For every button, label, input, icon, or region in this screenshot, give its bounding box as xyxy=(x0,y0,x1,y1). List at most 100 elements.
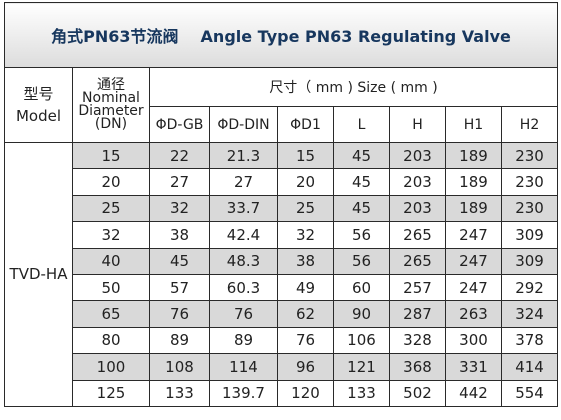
header-size: 尺寸（ mm ) Size ( mm ) xyxy=(148,67,559,107)
table-row: 50 57 60.3 49 60 257 247 292 xyxy=(5,273,559,302)
model-cell: TVD-HA xyxy=(4,142,73,407)
cell-od-din: 89 xyxy=(209,326,278,355)
header-col-od-gb: ΦD-GB xyxy=(149,106,210,143)
cell-od1: 38 xyxy=(277,247,334,275)
cell-h: 203 xyxy=(389,141,446,170)
cell-l: 106 xyxy=(333,326,390,355)
table-row: 25 32 33.7 25 45 203 189 230 xyxy=(5,194,559,223)
cell-h: 368 xyxy=(389,353,446,381)
cell-h: 265 xyxy=(389,247,446,275)
cell-od1: 120 xyxy=(277,379,334,407)
cell-h1: 189 xyxy=(445,168,502,196)
header-model-cn: 型号 xyxy=(23,85,54,103)
cell-h2: 230 xyxy=(500,168,559,196)
cell-dn: 80 xyxy=(72,326,150,355)
cell-h2: 324 xyxy=(500,300,559,328)
cell-dn: 100 xyxy=(72,353,150,381)
cell-dn: 125 xyxy=(72,379,150,407)
table-row: 80 89 89 76 106 328 300 378 xyxy=(5,326,559,355)
table-row: 40 45 48.3 38 56 265 247 309 xyxy=(5,247,559,275)
cell-h1: 331 xyxy=(445,353,502,381)
cell-l: 45 xyxy=(333,168,390,196)
cell-l: 133 xyxy=(333,379,390,407)
cell-od-gb: 89 xyxy=(149,326,210,355)
header-model: 型号 Model xyxy=(4,67,73,143)
header-col-od-din: ΦD-DIN xyxy=(209,106,278,143)
cell-dn: 40 xyxy=(72,247,150,275)
cell-od1: 15 xyxy=(277,141,334,170)
cell-l: 121 xyxy=(333,353,390,381)
cell-h2: 554 xyxy=(500,379,559,407)
cell-h1: 247 xyxy=(445,247,502,275)
header-col-h: H xyxy=(389,106,446,143)
cell-h1: 300 xyxy=(445,326,502,355)
table-row: 32 38 42.4 32 56 265 247 309 xyxy=(5,221,559,249)
cell-h2: 378 xyxy=(500,326,559,355)
cell-od1: 25 xyxy=(277,194,334,223)
cell-od1: 76 xyxy=(277,326,334,355)
cell-h: 328 xyxy=(389,326,446,355)
cell-od-din: 33.7 xyxy=(209,194,278,223)
cell-od-din: 76 xyxy=(209,300,278,328)
cell-od-din: 114 xyxy=(209,353,278,381)
spec-table-container: 角式PN63节流阀 Angle Type PN63 Regulating Valv… xyxy=(3,2,559,407)
cell-h2: 230 xyxy=(500,194,559,223)
header-model-en: Model xyxy=(15,107,62,125)
header-nominal-diameter: 通径 Nominal Diameter (DN) xyxy=(72,67,150,143)
cell-h: 257 xyxy=(389,273,446,302)
header-nominal-en-3: (DN) xyxy=(94,116,128,132)
cell-l: 56 xyxy=(333,247,390,275)
cell-od1: 62 xyxy=(277,300,334,328)
cell-dn: 25 xyxy=(72,194,150,223)
cell-od1: 32 xyxy=(277,221,334,249)
cell-h: 265 xyxy=(389,221,446,249)
cell-l: 60 xyxy=(333,273,390,302)
table-row: 125 133 139.7 120 133 502 442 554 xyxy=(5,379,559,407)
cell-h: 287 xyxy=(389,300,446,328)
cell-l: 45 xyxy=(333,141,390,170)
spec-table: 角式PN63节流阀 Angle Type PN63 Regulating Valv… xyxy=(3,2,559,407)
cell-od-gb: 108 xyxy=(149,353,210,381)
cell-l: 90 xyxy=(333,300,390,328)
header-col-l: L xyxy=(333,106,390,143)
cell-h2: 292 xyxy=(500,273,559,302)
cell-dn: 50 xyxy=(72,273,150,302)
header-col-h1: H1 xyxy=(445,106,502,143)
cell-h1: 247 xyxy=(445,221,502,249)
cell-od-gb: 45 xyxy=(149,247,210,275)
table-row: TVD-HA 15 22 21.3 15 45 203 189 230 xyxy=(4,141,559,407)
header-col-h2: H2 xyxy=(500,106,559,143)
table-row: 65 76 76 62 90 287 263 324 xyxy=(5,300,559,328)
cell-od-din: 60.3 xyxy=(209,273,278,302)
header-nominal-en-2: Diameter xyxy=(78,103,144,119)
cell-h1: 263 xyxy=(445,300,502,328)
cell-od-gb: 57 xyxy=(149,273,210,302)
cell-h1: 247 xyxy=(445,273,502,302)
cell-od-din: 139.7 xyxy=(209,379,278,407)
cell-h: 203 xyxy=(389,194,446,223)
cell-od1: 96 xyxy=(277,353,334,381)
cell-od-din: 27 xyxy=(209,168,278,196)
cell-od-gb: 27 xyxy=(149,168,210,196)
cell-od1: 49 xyxy=(277,273,334,302)
table-row: 100 108 114 96 121 368 331 414 xyxy=(5,353,559,381)
cell-h2: 309 xyxy=(500,247,559,275)
title-cn: 角式PN63节流阀 xyxy=(51,27,179,46)
cell-h1: 442 xyxy=(445,379,502,407)
cell-od-gb: 22 xyxy=(149,141,210,170)
cell-h2: 230 xyxy=(500,141,559,170)
cell-h2: 309 xyxy=(500,221,559,249)
cell-od-gb: 32 xyxy=(149,194,210,223)
table-title: 角式PN63节流阀 Angle Type PN63 Regulating Valv… xyxy=(3,2,559,68)
cell-dn: 20 xyxy=(72,168,150,196)
cell-h2: 414 xyxy=(500,353,559,381)
cell-od-din: 48.3 xyxy=(209,247,278,275)
header-nominal-en-1: Nominal xyxy=(82,90,140,106)
header-nominal-cn: 通径 xyxy=(97,77,125,93)
cell-h1: 189 xyxy=(445,194,502,223)
cell-dn: 15 xyxy=(72,141,150,170)
table-row: 20 27 27 20 45 203 189 230 xyxy=(5,168,559,196)
cell-od-gb: 38 xyxy=(149,221,210,249)
cell-l: 45 xyxy=(333,194,390,223)
cell-h: 203 xyxy=(389,168,446,196)
